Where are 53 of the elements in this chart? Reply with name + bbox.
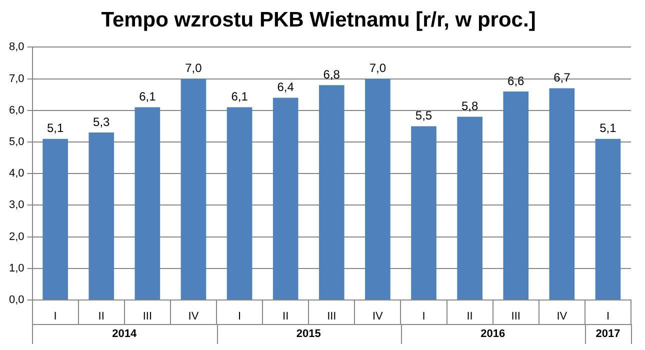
x-tick-label: II [98,310,104,323]
x-tick-label: IV [372,310,384,323]
data-label: 5,5 [415,108,432,123]
x-tick-label: III [511,310,520,323]
y-tick-label: 1,0 [8,262,24,274]
y-tick-label: 6,0 [8,104,24,116]
x-tick-label: II [466,310,473,323]
bar [272,98,298,300]
bar [42,138,68,300]
x-tick-label: IV [188,310,200,323]
bar [226,107,252,300]
x-tick-label: I [54,310,57,323]
data-label: 6,4 [277,80,294,94]
data-label: 6,6 [508,74,525,88]
x-tick-label: III [327,310,336,323]
bar [503,91,529,300]
data-label: 6,1 [139,90,156,104]
data-label: 5,3 [93,114,110,129]
x-tick-label: IV [556,310,568,323]
data-label: 5,1 [46,121,64,136]
data-label: 6,8 [323,67,340,82]
data-label: 5,8 [461,99,478,114]
y-tick-label: 3,0 [8,199,24,212]
bar [318,85,344,300]
y-tick-label: 7,0 [8,72,24,85]
y-tick-label: 8,0 [8,41,24,54]
y-tick-label: 2,0 [8,230,24,243]
bar [457,116,482,300]
text: 2017 [596,328,620,340]
data-label: 7,0 [369,61,386,76]
data-label: 6,1 [231,90,248,104]
x-tick-label: I [238,310,242,323]
text: 2014 [112,328,138,340]
x-tick-label: III [142,310,152,323]
y-tick-label: 4,0 [8,168,24,180]
bar [595,138,621,300]
x-tick-label: I [422,310,426,323]
data-label: 7,0 [185,61,202,76]
bar [411,126,436,300]
data-label: 6,7 [554,70,571,85]
x-tick-label: I [606,310,610,323]
text: 2015 [296,328,321,340]
chart-title: Tempo wzrostu PKB Wietnamu [r/r, w proc.] [101,8,536,32]
bar [365,78,390,300]
bar [549,88,575,300]
data-label: 5,1 [600,121,617,136]
bar [134,107,160,300]
x-tick-label: II [282,310,289,323]
text: 2016 [480,328,506,340]
bar [88,132,114,300]
bar [180,78,206,300]
y-tick-label: 5,0 [8,136,24,148]
y-tick-label: 0,0 [8,294,24,306]
